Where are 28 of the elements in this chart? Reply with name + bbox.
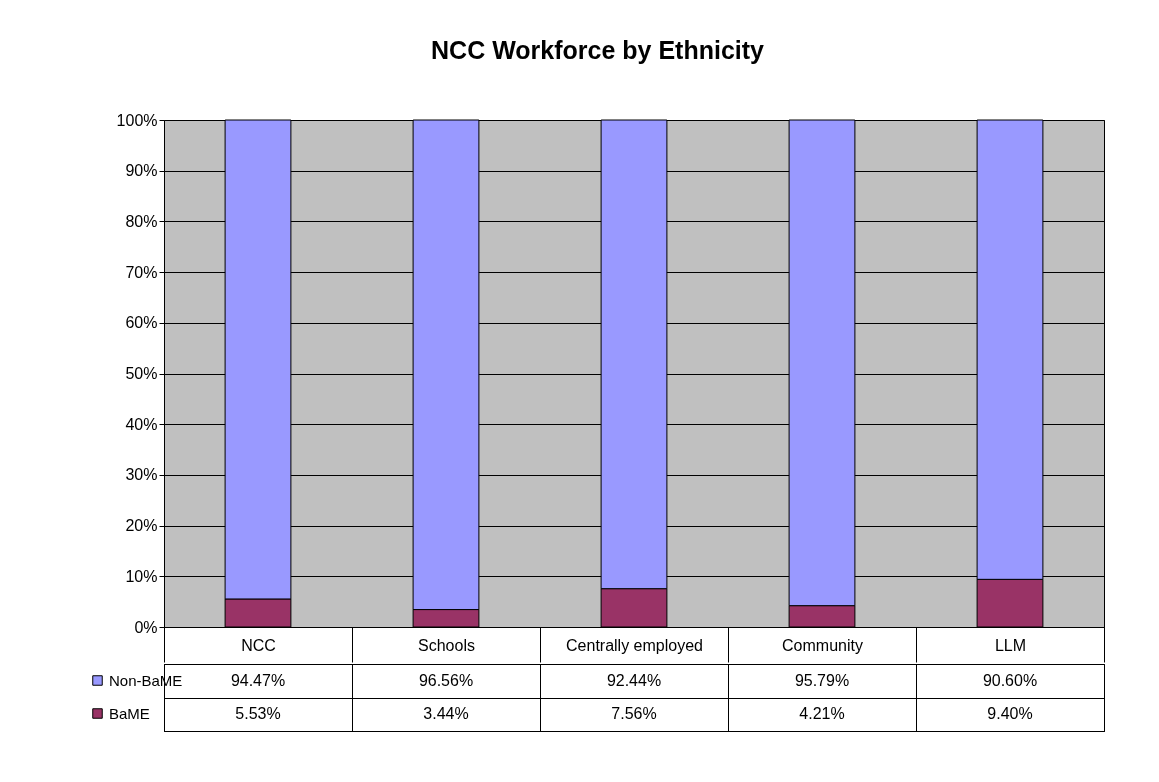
- data-label: 3.44%: [423, 705, 469, 723]
- y-tick-label: 80%: [125, 212, 158, 230]
- data-label: 96.56%: [418, 671, 474, 689]
- chart-title: NCC Workforce by Ethnicity: [431, 35, 765, 64]
- y-tick-label: 60%: [125, 314, 158, 332]
- y-tick-label: 70%: [125, 263, 158, 281]
- legend-label: BaME: [109, 704, 150, 722]
- data-label: 5.53%: [235, 705, 281, 723]
- data-label: 4.21%: [799, 705, 845, 723]
- y-tick-label: 90%: [125, 162, 158, 180]
- y-tick-label: 20%: [125, 517, 158, 535]
- data-label: 7.56%: [611, 705, 657, 723]
- y-tick-label: 40%: [125, 415, 158, 433]
- data-label: 9.40%: [987, 705, 1033, 723]
- x-tick-label: LLM: [994, 636, 1027, 654]
- y-tick-label: 30%: [125, 466, 158, 484]
- data-label: 90.60%: [982, 671, 1038, 689]
- y-tick-label: 10%: [125, 567, 158, 585]
- x-tick-label: NCC: [241, 636, 276, 654]
- x-tick-label: Community: [782, 636, 863, 654]
- y-tick-label: 0%: [134, 618, 158, 636]
- data-label: 94.47%: [230, 671, 286, 689]
- data-label: 92.44%: [606, 671, 662, 689]
- y-tick-label: 50%: [125, 365, 158, 382]
- x-tick-label: Centrally employed: [566, 636, 703, 654]
- y-tick-label: 100%: [116, 111, 158, 129]
- x-tick-label: Schools: [418, 636, 475, 654]
- data-label: 95.79%: [794, 671, 850, 689]
